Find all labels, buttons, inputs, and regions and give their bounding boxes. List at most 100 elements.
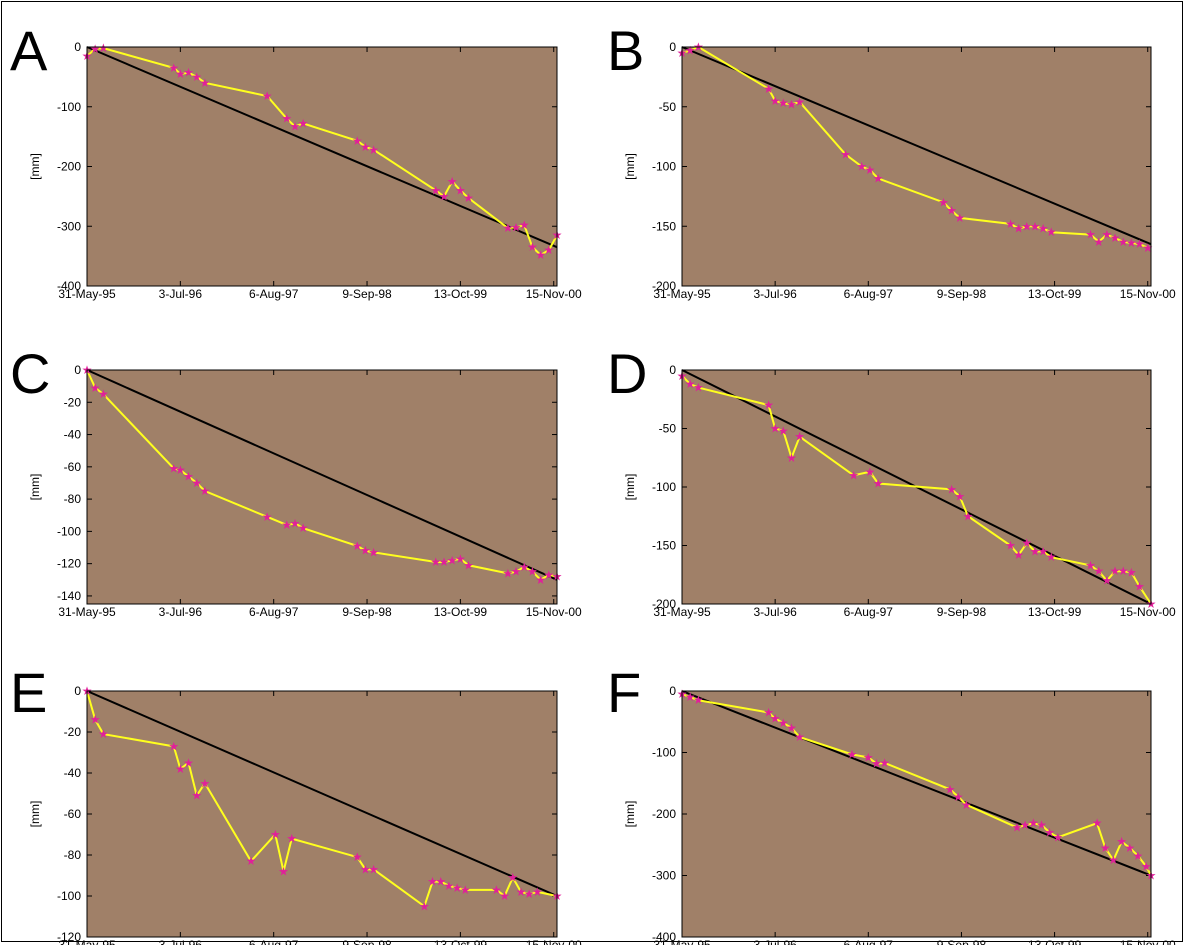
panel-b-ytick-label: -150: [652, 219, 676, 233]
panel-b-point: ★: [873, 171, 884, 185]
panel-e-ytick-label: -80: [64, 848, 82, 862]
panel-f-plot-area: [682, 691, 1151, 937]
panel-b-point: ★: [1110, 231, 1121, 245]
panel-e-point: ★: [246, 854, 257, 868]
panel-e-point: ★: [286, 832, 297, 846]
panel-a-point: ★: [447, 174, 458, 188]
panel-a-xtick-label: 6-Aug-97: [249, 287, 299, 301]
panel-c-point: ★: [535, 573, 546, 587]
panel-e-point: ★: [419, 899, 430, 913]
panel-e-xtick-label: 6-Aug-97: [249, 938, 299, 945]
panel-b-point: ★: [786, 97, 797, 111]
panel-d-point: ★: [1126, 565, 1137, 579]
panel-f-point: ★: [1100, 841, 1111, 855]
panel-f-point: ★: [1020, 818, 1031, 832]
panel-e-plot-area: [87, 691, 557, 937]
panel-d-point: ★: [786, 451, 797, 465]
panel-f-point: ★: [871, 757, 882, 771]
panel-a-point: ★: [368, 143, 379, 157]
panel-d-point: ★: [1110, 564, 1121, 578]
panel-d-point: ★: [1085, 558, 1096, 572]
panel-f-point: ★: [953, 790, 964, 804]
panel-a-point: ★: [535, 248, 546, 262]
panel-a-xtick-label: 13-Oct-99: [434, 287, 488, 301]
panel-e-point: ★: [499, 889, 510, 903]
panel-d-axes-frame: [681, 369, 1152, 605]
panel-a-point: ★: [352, 134, 363, 148]
panel-a-point: ★: [360, 140, 371, 154]
panel-a-axes-frame: [86, 46, 558, 287]
panel-e-ytick-label: -100: [57, 889, 81, 903]
panel-d-ytick-label: -200: [652, 597, 676, 611]
panel-e-ytick-label: -60: [64, 807, 82, 821]
panel-e-point: ★: [516, 885, 527, 899]
panel-b-point: ★: [1038, 222, 1049, 236]
panel-d-point: ★: [794, 430, 805, 444]
panel-e-point: ★: [444, 879, 455, 893]
panel-c: C [mm] 0 -20 -40 -60 -80 -100 -120 -140 31-May-95 3…: [10, 342, 582, 619]
panel-f-xtick-label: 15-Nov-00: [1120, 938, 1176, 945]
panel-f-xtick-label: 13-Oct-99: [1028, 938, 1082, 945]
panel-e-ytick-label: -40: [64, 766, 82, 780]
panel-f-ytick-label: -300: [652, 869, 676, 883]
panel-b-point: ★: [946, 204, 957, 218]
panel-d-point: ★: [778, 424, 789, 438]
panel-f-point: ★: [1124, 841, 1135, 855]
panel-d-ytick-label: -50: [659, 422, 677, 436]
panel-d-series-line: [681, 375, 1152, 605]
panel-e-xtick-label: 31-May-95: [58, 938, 116, 945]
panel-a-point: ★: [191, 70, 202, 84]
panel-e-point: ★: [507, 871, 518, 885]
panel-a-point: ★: [290, 119, 301, 133]
panel-a-point: ★: [90, 42, 101, 56]
panel-e-axes-frame: [86, 690, 558, 938]
panel-b-point: ★: [954, 211, 965, 225]
panel-b-trend-line: [681, 46, 1152, 246]
panel-a-xtick-label: 15-Nov-00: [526, 287, 582, 301]
panel-c-ytick-label: -60: [64, 460, 82, 474]
panel-f-point: ★: [1133, 849, 1144, 863]
panel-c-point: ★: [183, 470, 194, 484]
panel-c-point: ★: [360, 544, 371, 558]
panel-a-ytick-label: 0: [74, 40, 81, 54]
panel-c-letter: C: [10, 342, 50, 405]
panel-a-point: ★: [262, 89, 273, 103]
panel-f-ytick-label: -200: [652, 807, 676, 821]
panel-d-point: ★: [873, 476, 884, 490]
panel-d-xtick-label: 6-Aug-97: [844, 605, 894, 619]
panel-d-point: ★: [1021, 536, 1032, 550]
panel-f-point: ★: [1036, 818, 1047, 832]
panel-c-ytick-label: -80: [64, 492, 82, 506]
panel-c-ylabel: [mm]: [28, 474, 42, 501]
panel-e-ytick-label: -20: [64, 725, 82, 739]
panel-a-trend-line: [86, 46, 558, 249]
panel-b-point: ★: [685, 44, 696, 58]
panel-c-ytick-label: -100: [57, 524, 81, 538]
panel-b-xtick-label: 6-Aug-97: [844, 287, 894, 301]
panel-c-point: ★: [281, 518, 292, 532]
panel-d-point: ★: [1134, 579, 1145, 593]
panel-f-point: ★: [786, 721, 797, 735]
panel-f-point: ★: [778, 716, 789, 730]
panel-f-point: ★: [961, 798, 972, 812]
panel-d-point: ★: [946, 482, 957, 496]
panel-e-point: ★: [460, 883, 471, 897]
panel-e-ylabel: [mm]: [28, 801, 42, 828]
panel-b-point: ★: [770, 94, 781, 108]
panel-f-xtick-label: 9-Sep-98: [937, 938, 987, 945]
panel-f-trend-line: [681, 690, 1152, 877]
panel-b-xtick-label: 3-Jul-96: [753, 287, 797, 301]
panel-a-point: ★: [527, 240, 538, 254]
panel-a-point: ★: [455, 183, 466, 197]
panel-d-point: ★: [865, 465, 876, 479]
panel-c-point: ★: [511, 565, 522, 579]
panel-c-point: ★: [430, 555, 441, 569]
panel-f-xtick-label: 6-Aug-97: [844, 938, 894, 945]
panel-f-letter: F: [607, 661, 641, 724]
panel-b-point: ★: [1134, 237, 1145, 251]
panel-a-point: ★: [502, 221, 513, 235]
panel-c-series-line: [86, 369, 558, 582]
panel-b-ytick-label: -200: [652, 279, 676, 293]
